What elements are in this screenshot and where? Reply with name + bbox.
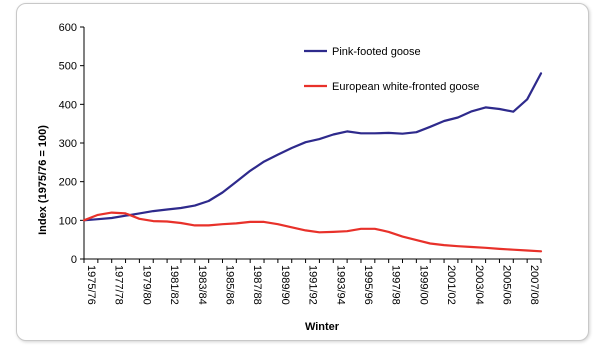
x-tick-label: 1979/80 xyxy=(140,265,152,305)
x-tick-label: 1987/88 xyxy=(251,265,263,305)
y-axis-title: Index (1975/76 = 100) xyxy=(37,125,49,235)
x-tick-label: 1997/98 xyxy=(390,265,402,305)
x-axis-title: Winter xyxy=(305,321,340,333)
y-tick-label: 600 xyxy=(59,22,77,34)
legend-label: Pink-footed goose xyxy=(332,46,421,58)
series-line-european-white-fronted-goose xyxy=(82,211,543,253)
y-tick-label: 200 xyxy=(59,177,77,189)
x-tick-label: 1991/92 xyxy=(307,265,319,305)
y-tick-label: 300 xyxy=(59,138,77,150)
x-tick-label: 1975/76 xyxy=(85,265,97,305)
x-tick-label: 1981/82 xyxy=(168,265,180,305)
chart-frame xyxy=(16,3,589,341)
x-axis-ticks: 1975/76 1977/78 1979/80 1981/82 1983/84 1985/… xyxy=(83,259,542,305)
axes xyxy=(83,27,541,260)
x-tick-label: 1985/86 xyxy=(223,265,235,305)
y-tick-label: 400 xyxy=(59,99,77,111)
y-tick-label: 100 xyxy=(59,215,77,227)
x-tick-label: 2001/02 xyxy=(445,265,457,305)
x-tick-label: 1999/00 xyxy=(417,265,429,305)
series-lines xyxy=(82,72,543,253)
x-tick-label: 2003/04 xyxy=(473,265,485,305)
x-tick-label: 1977/78 xyxy=(113,265,125,305)
y-axis-ticks: 0 100 200 300 400 500 600 xyxy=(59,22,84,266)
x-tick-label: 2005/06 xyxy=(500,265,512,305)
x-tick-label: 2007/08 xyxy=(528,265,540,305)
x-tick-label: 1989/90 xyxy=(279,265,291,305)
series-line-pink-footed-goose xyxy=(82,72,543,222)
y-tick-label: 0 xyxy=(71,254,77,266)
x-tick-label: 1993/94 xyxy=(334,265,346,305)
legend: Pink-footed goose European white-fronted … xyxy=(304,46,479,93)
y-tick-label: 500 xyxy=(59,61,77,73)
x-tick-label: 1983/84 xyxy=(196,265,208,305)
legend-label: European white-fronted goose xyxy=(332,81,479,93)
x-tick-label: 1995/96 xyxy=(362,265,374,305)
